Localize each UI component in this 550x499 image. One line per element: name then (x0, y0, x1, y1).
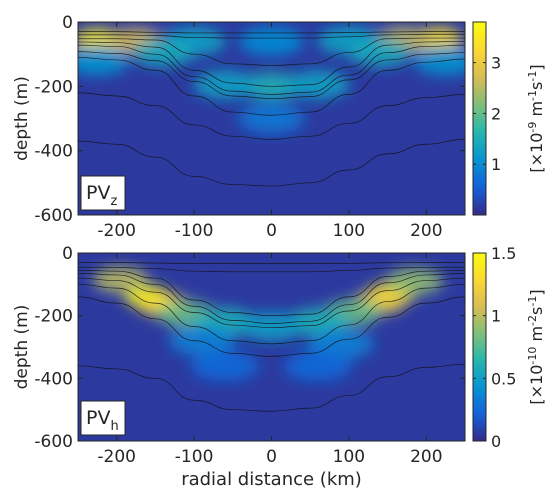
y-tick-label: 0 (62, 244, 73, 264)
panel-2: -200 -100 0 100 200 0 -200 -400 -600 depth (m) rad… (12, 244, 546, 490)
contour-line-8 (78, 139, 465, 187)
colorbar-tick-label: 1.5 (491, 244, 516, 263)
heatmap-hotspot-2 (93, 266, 148, 293)
x-tick-label: 100 (333, 447, 365, 467)
x-tick-label: -200 (97, 447, 136, 467)
contour-line-7 (78, 92, 465, 140)
panel-label-box (80, 175, 126, 211)
contour-line-5 (78, 283, 465, 345)
panel-label: PVh (86, 407, 119, 434)
contour-line-0 (78, 262, 465, 265)
x-tick-label: 200 (410, 221, 442, 241)
heatmap-hotspot-14 (284, 350, 352, 381)
y-tick-label: -400 (34, 369, 73, 389)
x-tick-label: -200 (97, 221, 136, 241)
contour-line-1 (78, 266, 465, 273)
x-tick-label: -100 (175, 447, 214, 467)
colorbar-tick-label: 1 (491, 155, 501, 174)
heatmap-hotspot-8 (348, 38, 412, 67)
heatmap-hotspot-10 (239, 312, 304, 341)
colorbar (472, 21, 487, 216)
contour-line-3 (78, 273, 465, 324)
heatmap-hotspot-14 (238, 103, 305, 134)
x-axis-label: radial distance (km) (181, 469, 362, 490)
contour-line-1 (78, 33, 465, 39)
contour-line-0 (78, 31, 465, 34)
contour-line-6 (78, 57, 465, 116)
contour-line-6 (78, 296, 465, 357)
y-tick-label: -600 (34, 206, 73, 226)
heatmap-hotspot-13 (413, 46, 465, 76)
panel-label: PVz (86, 182, 117, 209)
colorbar-tick-label: 0 (491, 432, 501, 451)
contour-line-2 (78, 37, 465, 66)
colorbar (472, 252, 487, 442)
panel-label-box (80, 400, 126, 436)
y-tick-label: -400 (34, 142, 73, 162)
contour-line-2 (78, 269, 465, 317)
colorbar-tick-label: 2 (491, 104, 501, 123)
x-tick-label: 0 (266, 221, 277, 241)
colorbar-label: [×10-9 m-1s-1] (526, 64, 546, 172)
heatmap-hotspot-12 (78, 46, 130, 76)
y-axis-label: depth (m) (12, 305, 32, 390)
y-tick-label: -200 (34, 307, 73, 327)
heatmap-hotspot-13 (191, 350, 259, 381)
colorbar-label: [×10-10 m-2s-1] (526, 289, 546, 404)
x-tick-label: 0 (266, 447, 277, 467)
contour-line-7 (78, 363, 465, 412)
heatmap-hotspot-11 (286, 70, 350, 100)
x-tick-label: -100 (175, 221, 214, 241)
heatmap-hotspot-10 (193, 70, 257, 100)
x-tick-label: 100 (333, 221, 365, 241)
contour-line-4 (78, 44, 465, 95)
heatmap-hotspot-7 (131, 38, 195, 67)
y-axis-label: depth (m) (12, 76, 32, 161)
contour-line-5 (78, 51, 465, 99)
y-tick-label: -600 (34, 432, 73, 452)
y-tick-label: 0 (62, 13, 73, 33)
panel-1: -200 -100 0 100 200 0 -200 -400 -600 depth (m) PVz… (12, 13, 546, 241)
heatmap-hotspot-6 (238, 26, 305, 56)
colorbar-tick-label: 1 (491, 307, 501, 326)
x-tick-label: 200 (410, 447, 442, 467)
contour-line-3 (78, 40, 465, 87)
contour-line-4 (78, 277, 465, 328)
colorbar-tick-label: 0.5 (491, 369, 516, 388)
colorbar-tick-label: 3 (491, 54, 501, 73)
heatmap-hotspot-11 (168, 325, 235, 356)
y-tick-label: -200 (34, 77, 73, 97)
